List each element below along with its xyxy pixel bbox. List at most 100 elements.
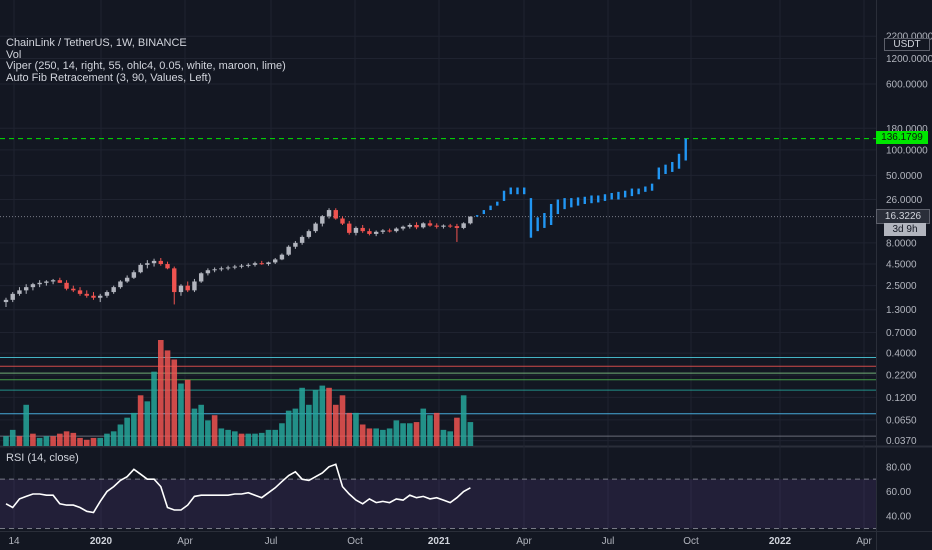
price-candle-body <box>380 230 386 232</box>
symbol-title[interactable]: ChainLink / TetherUS, 1W, BINANCE <box>6 37 187 49</box>
price-candle-body <box>131 272 137 278</box>
price-candle-body <box>3 299 9 303</box>
price-candle-body <box>158 260 163 265</box>
volume-bar <box>110 431 117 446</box>
rsi-tick-label: 60.00 <box>886 487 911 498</box>
volume-bar <box>292 408 299 446</box>
volume-bar <box>191 408 198 446</box>
price-tick-label: 4.5000 <box>886 260 917 271</box>
time-tick-label: 2021 <box>428 536 451 547</box>
volume-bar <box>104 433 110 446</box>
volume-bar <box>332 404 339 446</box>
rsi-tick-label: 80.00 <box>886 462 911 473</box>
price-candle-body <box>30 284 36 288</box>
chart-legend: ChainLink / TetherUS, 1W, BINANCE Vol Vi… <box>6 37 286 84</box>
volume-bar <box>373 428 379 446</box>
last-price-tag: 16.3226 <box>876 209 930 224</box>
volume-bar <box>460 395 467 446</box>
price-candle-body <box>91 295 96 298</box>
volume-bar <box>30 433 36 446</box>
price-candle-body <box>124 277 130 282</box>
price-candle-body <box>64 282 69 289</box>
price-tick-label: 0.0650 <box>886 415 917 426</box>
price-candle-body <box>104 292 110 296</box>
time-tick-label: Oct <box>683 536 699 547</box>
price-candle-body <box>441 225 446 227</box>
currency-label[interactable]: USDT <box>884 38 930 51</box>
volume-bar <box>211 415 218 446</box>
time-tick-label: Apr <box>856 536 872 547</box>
price-candle-body <box>468 216 473 224</box>
price-candle-body <box>71 288 76 291</box>
price-candle-body <box>367 231 372 234</box>
price-candle-body <box>414 224 419 228</box>
volume-bar <box>124 417 130 446</box>
volume-bar <box>440 429 447 446</box>
price-candle-body <box>286 246 291 255</box>
fib-indicator-label[interactable]: Auto Fib Retracement (3, 90, Values, Lef… <box>6 71 212 84</box>
price-candle-body <box>172 268 177 293</box>
price-candle-body <box>279 254 285 260</box>
price-tick-label: 0.0370 <box>886 436 917 447</box>
rsi-band-fill <box>0 479 876 529</box>
price-tick-label: 2.5000 <box>886 281 917 292</box>
price-candle-body <box>77 290 83 294</box>
price-candle-body <box>44 281 49 283</box>
volume-bar <box>198 404 204 446</box>
price-candle-body <box>185 285 190 291</box>
price-candle-body <box>373 231 379 234</box>
price-candle-body <box>23 287 29 291</box>
price-candle-body <box>10 293 15 300</box>
price-candle-body <box>50 280 56 282</box>
projection-price-tag: 136.1799 <box>876 131 928 144</box>
price-candle-body <box>447 225 453 227</box>
volume-bar <box>36 437 43 446</box>
price-tick-label: 2200.0000 <box>886 32 932 43</box>
volume-bar <box>353 412 359 446</box>
volume-bar <box>43 436 50 446</box>
price-candle-body <box>178 285 184 293</box>
price-candle-body <box>198 273 204 282</box>
price-tick-label: 180.0000 <box>886 124 928 135</box>
price-candle-body <box>259 263 264 265</box>
price-candle-body <box>340 218 345 224</box>
volume-bar <box>393 420 400 446</box>
price-candle-body <box>454 226 460 228</box>
volume-bar <box>83 439 90 446</box>
price-candle-body <box>387 230 392 232</box>
viper-indicator-label[interactable]: Viper (250, 14, right, 55, ohlc4, 0.05, … <box>6 60 286 72</box>
price-candle-body <box>37 282 42 285</box>
price-candle-body <box>400 226 406 229</box>
volume-bar <box>9 429 16 446</box>
price-candle-body <box>219 268 224 270</box>
price-tick-label: 0.4000 <box>886 349 917 360</box>
price-candle-body <box>212 269 217 271</box>
price-candle-body <box>293 242 298 247</box>
price-candle-body <box>145 263 150 265</box>
price-candle-body <box>394 228 399 232</box>
rsi-tick-label: 40.00 <box>886 512 911 523</box>
vol-indicator-label[interactable]: Vol <box>6 48 22 61</box>
price-tick-label: 26.0000 <box>886 195 923 206</box>
price-candle-body <box>434 225 439 227</box>
price-candle-body <box>239 265 244 267</box>
volume-bar <box>306 404 312 446</box>
volume-bar <box>258 432 265 446</box>
price-candle-body <box>320 216 325 224</box>
price-candle-body <box>98 295 103 298</box>
volume-bar <box>245 433 252 446</box>
price-candle-body <box>313 223 318 232</box>
volume-bar <box>16 436 23 446</box>
volume-bar <box>205 420 211 446</box>
volume-bar <box>420 408 427 446</box>
price-candle-body <box>461 223 466 228</box>
volume-bar <box>3 436 9 446</box>
price-tick-label: 0.1200 <box>886 393 917 404</box>
rsi-indicator-label[interactable]: RSI (14, close) <box>6 452 79 464</box>
price-candle-body <box>347 223 352 233</box>
volume-bar <box>427 415 433 446</box>
price-candle-body <box>252 263 258 265</box>
volume-bar <box>117 424 124 446</box>
